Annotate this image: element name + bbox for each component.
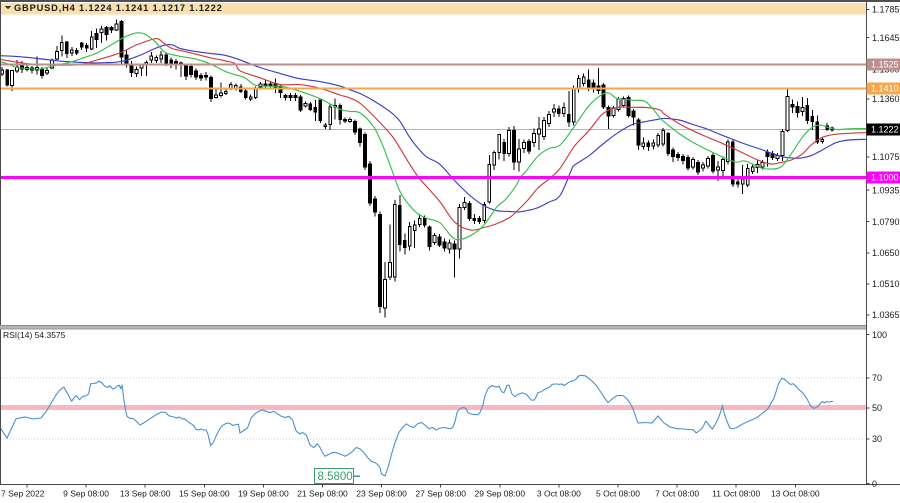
- svg-text:11 Oct 08:00: 11 Oct 08:00: [712, 489, 760, 499]
- svg-text:GBPUSD,H4 1.1224 1.1241 1.121: GBPUSD,H4 1.1224 1.1241 1.1217 1.1222: [14, 3, 223, 13]
- svg-text:8.5800: 8.5800: [318, 471, 353, 483]
- svg-text:3 Oct 08:00: 3 Oct 08:00: [537, 489, 581, 499]
- svg-text:1.0650: 1.0650: [872, 248, 900, 258]
- svg-text:19 Sep 08:00: 19 Sep 08:00: [238, 489, 289, 499]
- svg-text:70: 70: [872, 373, 882, 383]
- svg-text:7 Sep 2022: 7 Sep 2022: [1, 489, 45, 499]
- svg-text:1.0790: 1.0790: [872, 217, 900, 227]
- svg-text:13 Oct 08:00: 13 Oct 08:00: [771, 489, 820, 499]
- svg-text:5 Oct 08:00: 5 Oct 08:00: [596, 489, 640, 499]
- svg-text:7 Oct 08:00: 7 Oct 08:00: [655, 489, 699, 499]
- svg-text:0: 0: [872, 479, 877, 489]
- svg-text:30: 30: [872, 434, 882, 444]
- svg-text:50: 50: [872, 403, 882, 413]
- svg-text:1.0365: 1.0365: [872, 310, 900, 320]
- svg-text:15 Sep 08:00: 15 Sep 08:00: [179, 489, 230, 499]
- svg-text:13 Sep 08:00: 13 Sep 08:00: [120, 489, 171, 499]
- svg-text:RSI(14) 54.3575: RSI(14) 54.3575: [3, 330, 66, 340]
- svg-text:1.1645: 1.1645: [872, 33, 900, 43]
- svg-text:1.1000: 1.1000: [871, 173, 899, 183]
- svg-text:1.0510: 1.0510: [872, 279, 900, 289]
- svg-text:100: 100: [872, 330, 887, 340]
- svg-text:27 Sep 08:00: 27 Sep 08:00: [415, 489, 466, 499]
- svg-text:1.1222: 1.1222: [871, 125, 899, 135]
- svg-text:9 Sep 08:00: 9 Sep 08:00: [63, 489, 109, 499]
- svg-text:29 Sep 08:00: 29 Sep 08:00: [475, 489, 526, 499]
- svg-text:1.1785: 1.1785: [872, 5, 900, 15]
- svg-text:23 Sep 08:00: 23 Sep 08:00: [356, 489, 407, 499]
- svg-text:1.1410: 1.1410: [871, 84, 899, 94]
- svg-text:21 Sep 08:00: 21 Sep 08:00: [297, 489, 348, 499]
- svg-text:1.0935: 1.0935: [872, 185, 900, 195]
- svg-text:1.1525: 1.1525: [871, 60, 899, 70]
- svg-text:1.1360: 1.1360: [872, 94, 900, 104]
- svg-text:1.1075: 1.1075: [872, 152, 900, 162]
